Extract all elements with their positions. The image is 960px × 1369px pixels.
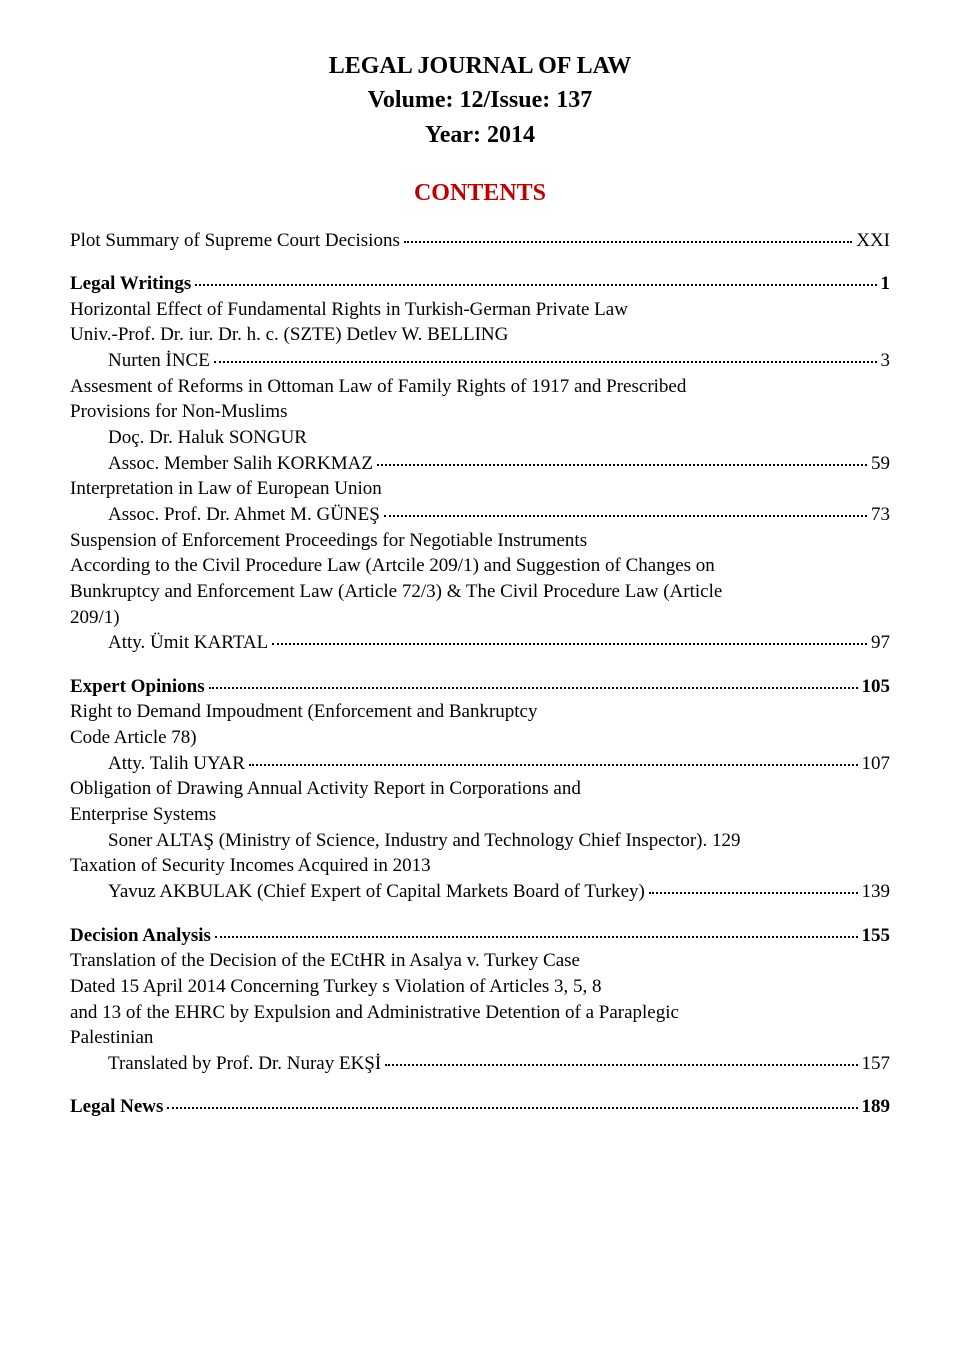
toc-entry: Taxation of Security Incomes Acquired in… xyxy=(70,853,890,904)
leader-dots xyxy=(385,1064,857,1066)
toc-line-text: Dated 15 April 2014 Concerning Turkey s … xyxy=(70,974,890,1000)
toc-page: XXI xyxy=(856,228,890,254)
leader-dots xyxy=(195,284,876,286)
leader-dots xyxy=(377,464,867,466)
leader-dots xyxy=(215,936,858,938)
toc-page: 105 xyxy=(862,674,891,700)
toc-line-text: Right to Demand Impoudment (Enforcement … xyxy=(70,699,890,725)
toc-entry: Horizontal Effect of Fundamental Rights … xyxy=(70,297,890,374)
toc-page: 189 xyxy=(862,1094,891,1120)
leader-dots xyxy=(272,643,867,645)
toc-section-legal-news: Legal News 189 xyxy=(70,1094,890,1120)
toc-line-text: Provisions for Non-Muslims xyxy=(70,399,890,425)
toc-line-text: Taxation of Security Incomes Acquired in… xyxy=(70,853,890,879)
toc-page: 59 xyxy=(871,451,890,477)
toc-line-text: Palestinian xyxy=(70,1025,890,1051)
toc-line-text: Assesment of Reforms in Ottoman Law of F… xyxy=(70,374,890,400)
toc-section-expert-opinions: Expert Opinions 105 xyxy=(70,674,890,700)
year-line: Year: 2014 xyxy=(70,119,890,151)
leader-dots xyxy=(209,687,858,689)
toc-line-text: and 13 of the EHRC by Expulsion and Admi… xyxy=(70,1000,890,1026)
toc-section-decision-analysis: Decision Analysis 155 xyxy=(70,923,890,949)
toc-author: Yavuz AKBULAK (Chief Expert of Capital M… xyxy=(108,879,645,905)
toc-page: . 129 xyxy=(703,828,741,854)
toc-author: Atty. Ümit KARTAL xyxy=(108,630,268,656)
toc-label: Plot Summary of Supreme Court Decisions xyxy=(70,228,400,254)
toc-page: 97 xyxy=(871,630,890,656)
toc-line-text: Interpretation in Law of European Union xyxy=(70,476,890,502)
leader-dots xyxy=(214,361,877,363)
toc-page: 73 xyxy=(871,502,890,528)
toc-entry: Assesment of Reforms in Ottoman Law of F… xyxy=(70,374,890,477)
toc-label: Expert Opinions xyxy=(70,674,205,700)
toc-author: Nurten İNCE xyxy=(108,348,210,374)
leader-dots xyxy=(167,1107,857,1109)
toc-page: 3 xyxy=(881,348,891,374)
leader-dots xyxy=(649,892,858,894)
toc-line-text: According to the Civil Procedure Law (Ar… xyxy=(70,553,890,579)
toc-page: 157 xyxy=(862,1051,891,1077)
toc-page: 155 xyxy=(862,923,891,949)
toc-label: Legal News xyxy=(70,1094,163,1120)
toc-entry-plot-summary: Plot Summary of Supreme Court Decisions … xyxy=(70,228,890,254)
toc-author: Atty. Talih UYAR xyxy=(108,751,245,777)
toc-section-legal-writings: Legal Writings 1 xyxy=(70,271,890,297)
toc-line-text: Doç. Dr. Haluk SONGUR xyxy=(70,425,890,451)
toc-author: Assoc. Prof. Dr. Ahmet M. GÜNEŞ xyxy=(108,502,380,528)
toc-line-text: Enterprise Systems xyxy=(70,802,890,828)
toc-entry: Interpretation in Law of European Union … xyxy=(70,476,890,527)
toc-line-text: Univ.-Prof. Dr. iur. Dr. h. c. (SZTE) De… xyxy=(70,322,890,348)
toc-line-text: Bunkruptcy and Enforcement Law (Article … xyxy=(70,579,890,605)
toc-author: Assoc. Member Salih KORKMAZ xyxy=(108,451,373,477)
toc-line-text: Code Article 78) xyxy=(70,725,890,751)
toc-page: 1 xyxy=(881,271,891,297)
journal-title: LEGAL JOURNAL OF LAW xyxy=(70,50,890,82)
toc-line-text: Obligation of Drawing Annual Activity Re… xyxy=(70,776,890,802)
leader-dots xyxy=(404,241,852,243)
toc-entry: Right to Demand Impoudment (Enforcement … xyxy=(70,699,890,776)
leader-dots xyxy=(249,764,858,766)
toc-entry: Suspension of Enforcement Proceedings fo… xyxy=(70,528,890,656)
toc-line-text: Suspension of Enforcement Proceedings fo… xyxy=(70,528,890,554)
toc-line-text: 209/1) xyxy=(70,605,890,631)
toc-label: Decision Analysis xyxy=(70,923,211,949)
toc-author: Translated by Prof. Dr. Nuray EKŞİ xyxy=(108,1051,381,1077)
toc-line-text: Translation of the Decision of the ECtHR… xyxy=(70,948,890,974)
leader-dots xyxy=(384,515,867,517)
toc-entry: Translation of the Decision of the ECtHR… xyxy=(70,948,890,1076)
toc-label: Legal Writings xyxy=(70,271,191,297)
contents-heading: CONTENTS xyxy=(70,177,890,209)
volume-issue: Volume: 12/Issue: 137 xyxy=(70,84,890,116)
toc-page: 107 xyxy=(862,751,891,777)
toc-entry: Obligation of Drawing Annual Activity Re… xyxy=(70,776,890,853)
toc-page: 139 xyxy=(862,879,891,905)
toc-line-text: Horizontal Effect of Fundamental Rights … xyxy=(70,297,890,323)
toc-author: Soner ALTAŞ (Ministry of Science, Indust… xyxy=(108,828,703,854)
